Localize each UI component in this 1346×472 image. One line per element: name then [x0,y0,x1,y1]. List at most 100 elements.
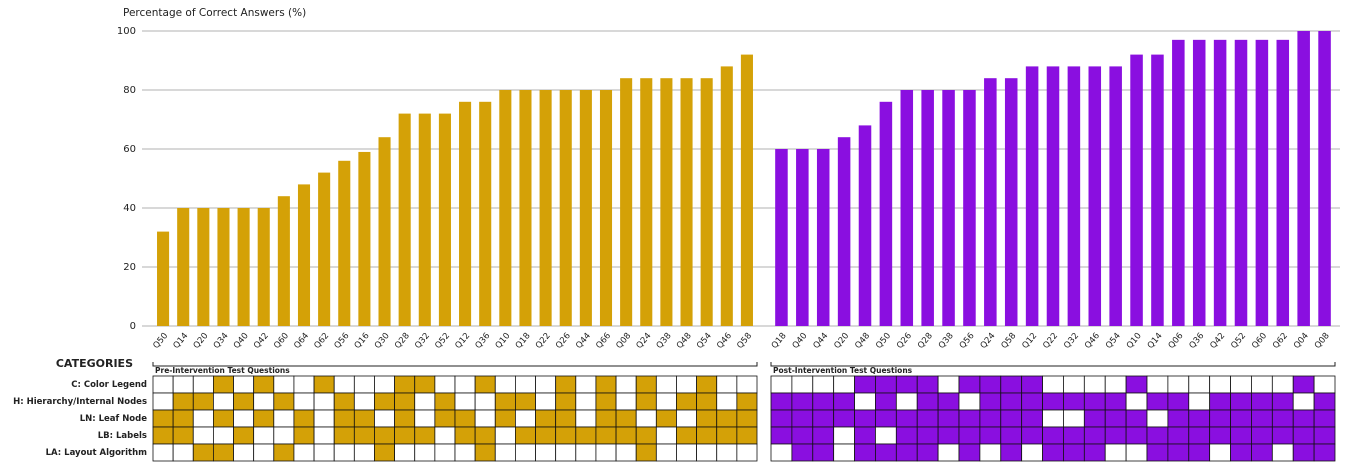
x-tick-label: Q22 [534,331,553,351]
matrix-cell [895,375,918,394]
matrix-cell [635,443,657,462]
matrix-cell [434,392,456,411]
x-tick-label: Q24 [635,331,654,351]
x-tick-label: Q16 [353,331,372,351]
matrix-cell [494,392,516,411]
matrix-cell [875,409,897,428]
bar [398,113,411,326]
matrix-cell [414,443,436,462]
matrix-cell [494,409,516,428]
bar [963,90,976,326]
x-tick-label: Q18 [514,331,533,351]
bar [1213,39,1227,326]
matrix-cell [854,375,876,394]
matrix-cell [1188,443,1211,462]
matrix-cell [1146,375,1169,394]
matrix-cell [1271,443,1294,462]
matrix-cell [1125,409,1148,428]
matrix-cell [434,443,456,462]
matrix-cell [635,392,657,411]
matrix-cell [1104,426,1127,445]
bar [257,208,270,326]
bar [837,137,851,326]
matrix-cell [1083,375,1106,394]
x-tick-label: Q18 [770,331,789,351]
matrix-cell [1021,392,1043,411]
matrix-cell [595,409,617,428]
matrix-cell [979,375,1002,394]
y-tick-label: 0 [130,321,136,332]
matrix-cell [595,392,617,411]
x-tick-label: Q56 [333,331,352,351]
x-tick-label: Q10 [1125,331,1144,351]
matrix-cell [1063,426,1085,445]
matrix-cell [635,426,657,445]
matrix-title: CATEGORIES [56,357,133,370]
matrix-cell [152,409,174,428]
matrix-cell [1042,375,1064,394]
matrix-cell [833,426,855,445]
matrix-cell [434,426,456,445]
x-tick-label: Q54 [1104,331,1123,351]
matrix-cell [1230,375,1252,394]
matrix-cell [273,392,295,411]
matrix-cell [716,426,738,445]
matrix-cell [1167,443,1190,462]
matrix-cell [655,409,677,428]
bar [1318,31,1331,326]
matrix-cell [916,392,939,411]
matrix-cell [1104,409,1127,428]
matrix-cell [716,392,738,411]
matrix-cell [958,375,981,394]
matrix-cell [1313,409,1336,428]
matrix-cell [353,443,375,462]
matrix-cell [313,409,335,428]
matrix-cell [474,375,496,394]
x-tick-label: Q36 [473,331,492,351]
matrix-cell [1042,392,1064,411]
matrix-cell [791,409,814,428]
matrix-cell [1063,392,1085,411]
y-tick-label: 20 [123,262,136,273]
matrix-cell [253,443,275,462]
x-tick-label: Q40 [791,331,810,351]
x-tick-label: Q42 [252,331,271,351]
matrix-cell [676,426,698,445]
matrix-cell [1167,392,1190,411]
bar [1067,66,1081,327]
x-tick-label: Q52 [433,331,452,351]
matrix-cell [333,426,355,445]
x-tick-label: Q58 [735,331,754,351]
bar [1276,39,1290,326]
matrix-cell [979,426,1002,445]
matrix-cell [233,375,255,394]
matrix-cell [394,409,416,428]
matrix-cell [374,409,396,428]
matrix-cell [555,392,577,411]
x-tick-label: Q44 [574,331,593,351]
bar [479,101,492,326]
bar [858,125,872,327]
matrix-cell [979,409,1002,428]
x-tick-label: Q20 [832,331,851,351]
x-tick-label: Q50 [874,331,893,351]
matrix-cell [535,409,557,428]
matrix-cell [716,443,738,462]
x-tick-label: Q26 [895,331,914,351]
x-tick-label: Q32 [1062,331,1081,351]
matrix-cell [535,375,557,394]
matrix-cell [1313,375,1336,394]
matrix-cell [1292,409,1315,428]
matrix-cell [812,409,835,428]
matrix-cell [374,426,396,445]
matrix-cell [916,426,939,445]
matrix-cell [1271,409,1294,428]
matrix-cell [1000,409,1023,428]
x-tick-label: Q32 [413,331,432,351]
matrix-cell [575,375,597,394]
group-label: Post-Intervention Test Questions [773,366,913,375]
matrix-cell [192,409,214,428]
matrix-cell [454,375,476,394]
bar [459,101,472,326]
x-tick-label: Q50 [151,331,170,351]
